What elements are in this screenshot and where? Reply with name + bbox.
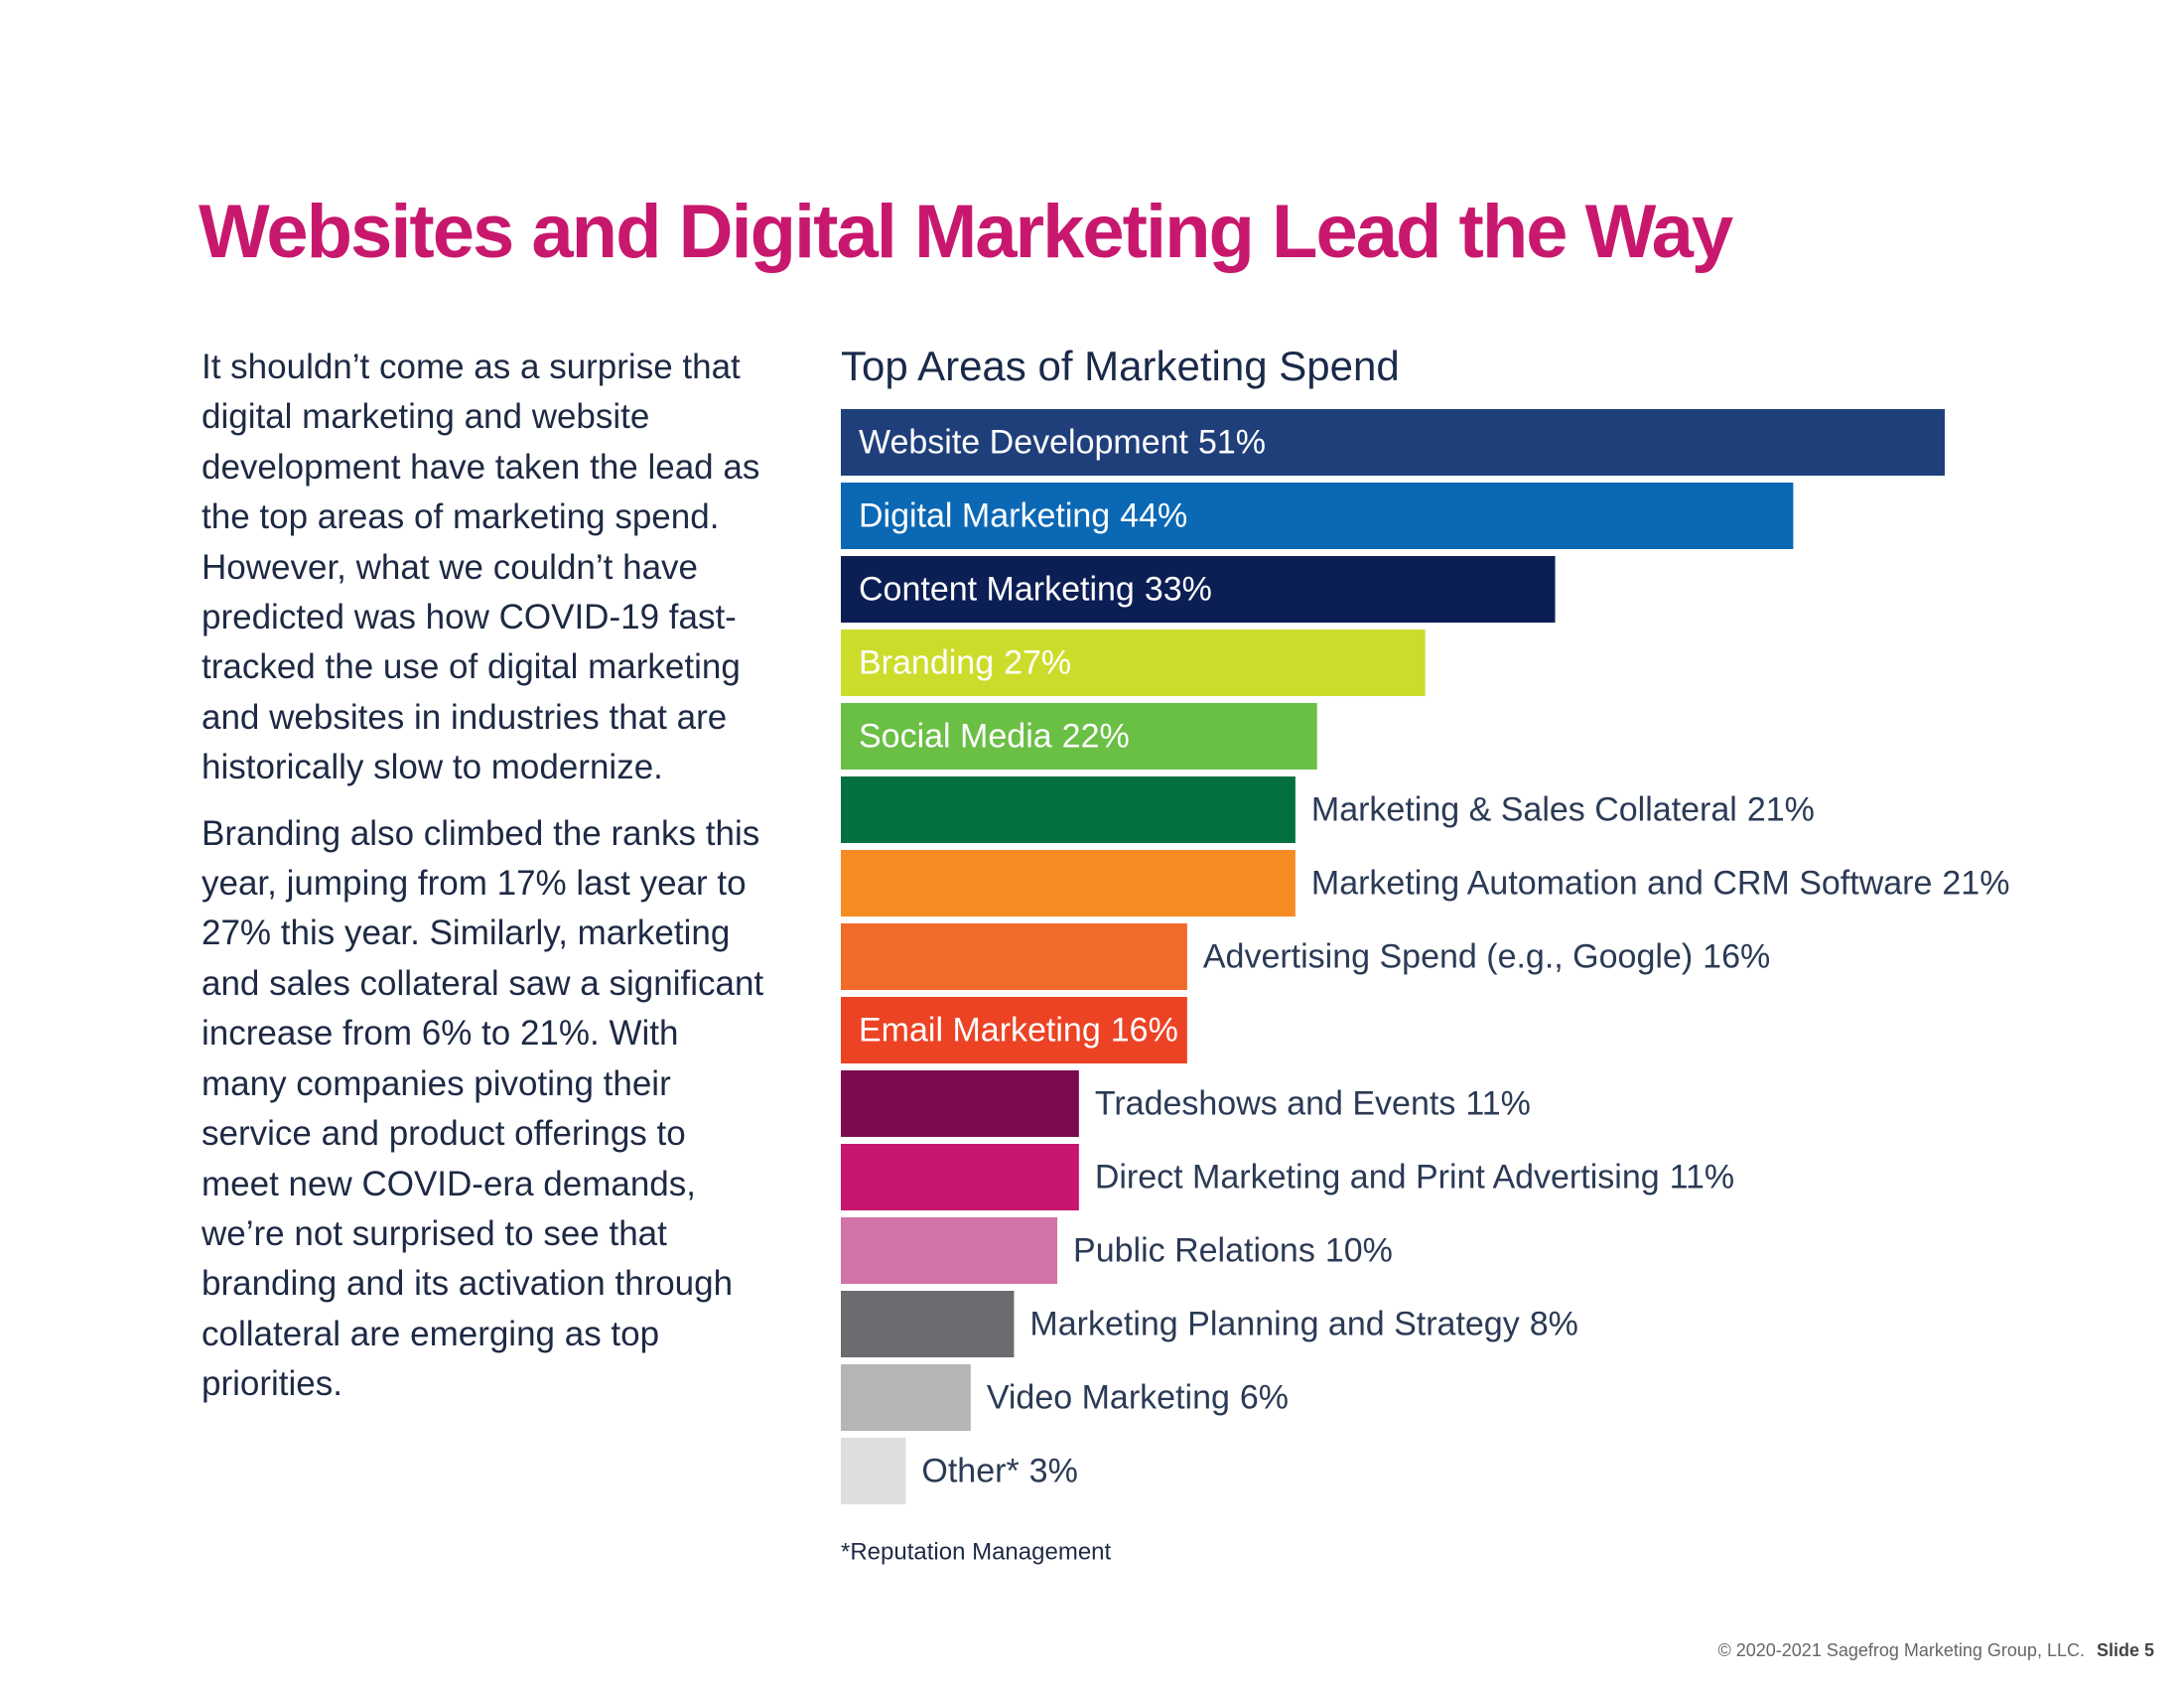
bar-label: Marketing Planning and Strategy 8% [1029, 1305, 1577, 1342]
value-label: 6% [1240, 1378, 1289, 1416]
bar-label: Website Development 51% [859, 423, 1266, 461]
bar [841, 630, 1426, 696]
bar-label: Digital Marketing 44% [859, 496, 1187, 534]
bar [841, 1070, 1079, 1137]
paragraph: It shouldn’t come as a surprise that dig… [202, 348, 760, 787]
value-label: 44% [1120, 496, 1187, 534]
bar-label: Marketing & Sales Collateral 21% [1311, 790, 1815, 828]
bar-label: Advertising Spend (e.g., Google) 16% [1203, 937, 1770, 975]
bar-label: Other* 3% [921, 1452, 1077, 1489]
value-label: 22% [1062, 717, 1130, 755]
bar-label: Email Marketing 16% [859, 1011, 1178, 1049]
category-label: Marketing & Sales Collateral [1311, 790, 1737, 828]
value-label: 27% [1004, 643, 1071, 681]
bar [841, 1144, 1079, 1210]
bar-label: Content Marketing 33% [859, 570, 1212, 608]
value-label: 8% [1530, 1305, 1578, 1342]
bar-label: Video Marketing 6% [987, 1378, 1289, 1416]
category-label: Public Relations [1073, 1231, 1315, 1269]
category-label: Marketing Planning and Strategy [1029, 1305, 1519, 1342]
value-label: 33% [1145, 570, 1212, 608]
value-label: 16% [1703, 937, 1770, 975]
footnote: *Reputation Management [841, 1538, 1112, 1565]
chart-title: Top Areas of Marketing Spend [841, 343, 1400, 389]
body-text: It shouldn’t come as a surprise that dig… [202, 343, 767, 1426]
category-label: Digital Marketing [859, 496, 1110, 534]
copyright: © 2020-2021 Sagefrog Marketing Group, LL… [1717, 1640, 2085, 1660]
bar [841, 1291, 1015, 1357]
value-label: 10% [1325, 1231, 1393, 1269]
bar-label: Tradeshows and Events 11% [1095, 1084, 1531, 1122]
category-label: Marketing Automation and CRM Software [1311, 864, 1933, 902]
value-label: 51% [1198, 423, 1266, 461]
value-label: 11% [1670, 1158, 1735, 1196]
slide-number: Slide 5 [2096, 1640, 2154, 1660]
category-label: Website Development [859, 423, 1189, 461]
bar [841, 850, 1296, 916]
category-label: Tradeshows and Events [1095, 1084, 1456, 1122]
bar-label: Direct Marketing and Print Advertising 11… [1095, 1158, 1734, 1196]
bar-label: Social Media 22% [859, 717, 1130, 755]
bar [841, 556, 1556, 623]
category-label: Branding [859, 643, 994, 681]
category-label: Content Marketing [859, 570, 1135, 608]
bar-label: Branding 27% [859, 643, 1071, 681]
category-label: Other* [921, 1452, 1019, 1489]
value-label: 21% [1747, 790, 1815, 828]
category-label: Video Marketing [987, 1378, 1230, 1416]
value-label: 21% [1942, 864, 2009, 902]
bar-label: Public Relations 10% [1073, 1231, 1393, 1269]
paragraph: Branding also climbed the ranks this yea… [202, 813, 764, 1404]
bar [841, 923, 1187, 990]
bar [841, 703, 1317, 770]
bar [841, 1217, 1058, 1284]
bar-label: Marketing Automation and CRM Software 21% [1311, 864, 2010, 902]
value-label: 16% [1111, 1011, 1178, 1049]
value-label: 3% [1029, 1452, 1078, 1489]
bar [841, 1438, 906, 1504]
category-label: Social Media [859, 717, 1052, 755]
bar [841, 776, 1296, 843]
slide-title: Websites and Digital Marketing Lead the … [199, 190, 1733, 274]
chart: Top Areas of Marketing Spend *Reputation… [841, 343, 2010, 1565]
bar [841, 483, 1794, 549]
bar [841, 1364, 971, 1431]
category-label: Email Marketing [859, 1011, 1101, 1049]
bar [841, 409, 1945, 476]
category-label: Direct Marketing and Print Advertising [1095, 1158, 1660, 1196]
bar [841, 997, 1187, 1063]
footer: © 2020-2021 Sagefrog Marketing Group, LL… [1717, 1640, 2154, 1661]
category-label: Advertising Spend (e.g., Google) [1203, 937, 1693, 975]
value-label: 11% [1465, 1084, 1531, 1122]
